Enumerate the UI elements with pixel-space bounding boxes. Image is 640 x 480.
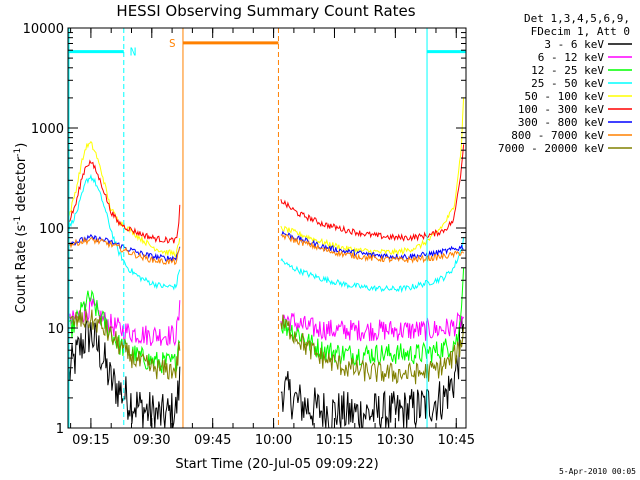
- series-line-3-segment-1: [280, 237, 465, 294]
- y-tick-label-1: 10: [47, 322, 64, 337]
- chart-title: HESSI Observing Summary Count Rates: [116, 2, 415, 20]
- series-line-7-segment-1: [280, 233, 464, 264]
- timestamp-footer: 5-Apr-2010 00:05: [559, 467, 636, 476]
- series-line-8-segment-1: [280, 314, 465, 385]
- legend-header-line-1: FDecim 1, Att 0: [531, 25, 630, 38]
- legend-label-2: 12 - 25 keV: [531, 64, 604, 77]
- legend-label-5: 100 - 300 keV: [518, 103, 604, 116]
- legend-label-8: 7000 - 20000 keV: [498, 142, 604, 155]
- y-axis-label: Count Rate (s-1 detector-1): [13, 143, 29, 314]
- series-line-0-segment-0: [68, 319, 181, 429]
- y-tick-label-0: 1: [56, 422, 64, 437]
- x-tick-label-2: 09:45: [194, 433, 231, 448]
- series-line-5-segment-1: [280, 144, 465, 242]
- legend: Det 1,3,4,5,6,9,FDecim 1, Att 03 - 6 keV…: [498, 12, 632, 155]
- mode-flags-group: NS: [68, 28, 467, 428]
- legend-label-4: 50 - 100 keV: [525, 90, 605, 103]
- x-tick-label-0: 09:15: [72, 433, 109, 448]
- legend-label-3: 25 - 50 keV: [531, 77, 604, 90]
- series-line-8-segment-0: [68, 309, 181, 380]
- series-line-2-segment-1: [280, 267, 465, 366]
- axes-group: 1 10 100 1000 10000 09:15 09:30 09:45 10:00 10:15…: [23, 22, 475, 448]
- x-tick-label-4: 10:15: [316, 433, 353, 448]
- series-line-3-segment-0: [68, 173, 181, 291]
- y-tick-label-2: 100: [39, 222, 64, 237]
- flag-label-1: S: [169, 37, 176, 50]
- series-line-2-segment-0: [68, 289, 181, 374]
- series-line-6-segment-1: [280, 230, 464, 261]
- series-line-6-segment-0: [68, 233, 181, 263]
- x-tick-label-6: 10:45: [438, 433, 475, 448]
- y-tick-label-3: 1000: [31, 122, 64, 137]
- series-line-7-segment-0: [68, 236, 181, 266]
- y-tick-label-4: 10000: [23, 22, 64, 37]
- series-line-0-segment-1: [280, 316, 465, 429]
- data-series-group: [68, 97, 465, 429]
- series-line-5-segment-0: [68, 159, 181, 244]
- legend-label-0: 3 - 6 keV: [544, 38, 604, 51]
- legend-label-1: 6 - 12 keV: [538, 51, 605, 64]
- x-tick-label-5: 10:30: [377, 433, 414, 448]
- x-tick-label-1: 09:30: [133, 433, 170, 448]
- legend-label-7: 800 - 7000 keV: [511, 129, 604, 142]
- flag-label-0: N: [130, 46, 137, 59]
- legend-label-6: 300 - 800 keV: [518, 116, 604, 129]
- series-line-1-segment-1: [280, 311, 465, 342]
- legend-header-line-0: Det 1,3,4,5,6,9,: [524, 12, 630, 25]
- x-tick-label-3: 10:00: [255, 433, 292, 448]
- x-axis-label: Start Time (20-Jul-05 09:09:22): [175, 457, 378, 472]
